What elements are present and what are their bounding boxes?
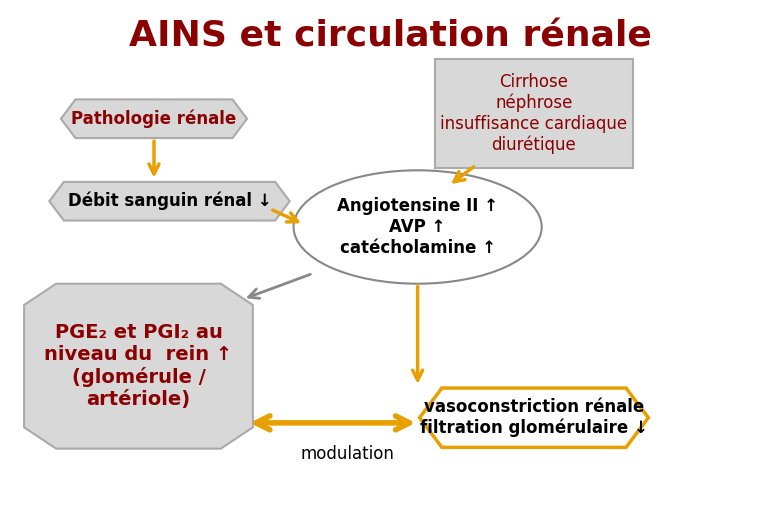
Text: PGE₂ et PGI₂ au
niveau du  rein ↑
(glomérule /
artériole): PGE₂ et PGI₂ au niveau du rein ↑ (glomér… (45, 323, 233, 410)
Text: AINS et circulation rénale: AINS et circulation rénale (129, 19, 652, 53)
Text: Débit sanguin rénal ↓: Débit sanguin rénal ↓ (68, 192, 271, 210)
Polygon shape (61, 100, 247, 138)
Ellipse shape (294, 170, 542, 284)
Polygon shape (49, 182, 290, 220)
Text: Angiotensine II ↑
AVP ↑
catécholamine ↑: Angiotensine II ↑ AVP ↑ catécholamine ↑ (337, 197, 498, 257)
Text: modulation: modulation (301, 445, 394, 463)
Polygon shape (419, 388, 648, 448)
Text: vasoconstriction rénale
filtration glomérulaire ↓: vasoconstriction rénale filtration glomé… (420, 398, 648, 438)
Text: Pathologie rénale: Pathologie rénale (71, 109, 237, 128)
FancyBboxPatch shape (435, 59, 633, 168)
Polygon shape (24, 284, 253, 449)
Text: Cirrhose
néphrose
insuffisance cardiaque
diurétique: Cirrhose néphrose insuffisance cardiaque… (440, 73, 627, 154)
